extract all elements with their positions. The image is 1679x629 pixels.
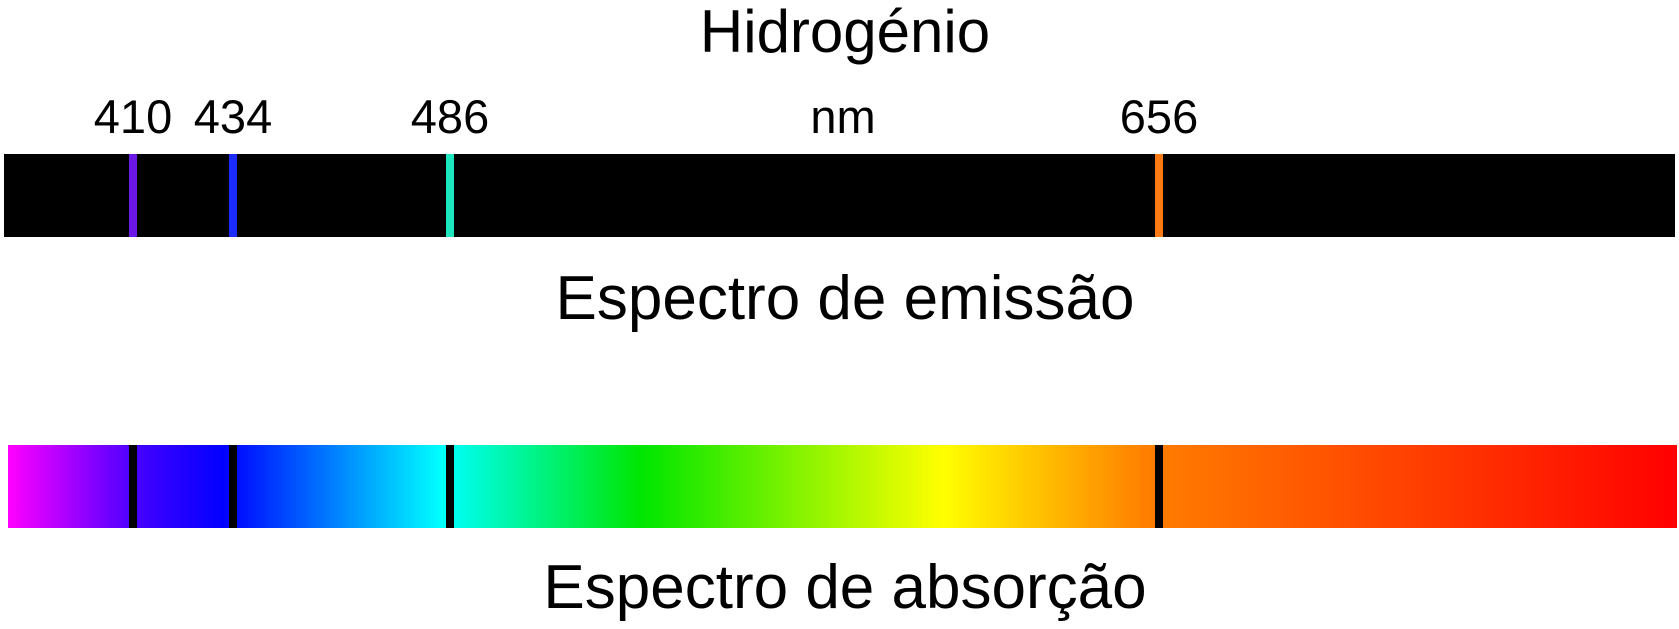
- diagram-title: Hidrogénio: [699, 0, 991, 65]
- absorption-line: [446, 445, 454, 528]
- emission-line: [129, 154, 137, 237]
- absorption-spectrum: [8, 445, 1677, 528]
- absorption-line: [1155, 445, 1163, 528]
- emission-line: [446, 154, 454, 237]
- wavelength-tick-label: 410: [93, 90, 173, 143]
- absorption-line: [229, 445, 237, 528]
- absorption-line: [129, 445, 137, 528]
- emission-spectrum-label: Espectro de emissão: [555, 264, 1135, 333]
- wavelength-tick-label: 656: [1119, 90, 1199, 143]
- absorption-spectrum-label: Espectro de absorção: [543, 553, 1147, 622]
- wavelength-tick-label: 434: [193, 90, 273, 143]
- unit-label: nm: [810, 90, 876, 143]
- wavelength-tick-label: 486: [410, 90, 490, 143]
- emission-spectrum: [4, 154, 1675, 237]
- emission-line: [229, 154, 237, 237]
- emission-line: [1155, 154, 1163, 237]
- visible-spectrum-gradient: [8, 445, 1677, 528]
